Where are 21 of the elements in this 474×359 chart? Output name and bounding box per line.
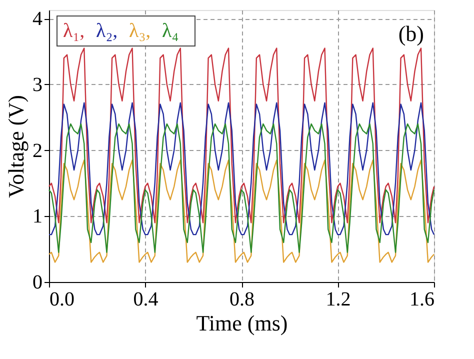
text: λ₃,	[129, 20, 151, 42]
line-series	[48, 102, 435, 236]
line-series	[48, 48, 435, 224]
y-tick-label: 0	[32, 272, 42, 294]
text: λ₂,	[96, 20, 118, 42]
y-tick-label: 1	[32, 206, 42, 228]
y-tick-label: 3	[32, 74, 42, 96]
y-tick-label: 4	[32, 8, 42, 30]
x-tick-label: 1.2	[326, 288, 351, 310]
line-series	[48, 160, 435, 263]
x-tick-label: 1.6	[410, 288, 434, 310]
line-series	[48, 123, 435, 253]
series-label: λ₁,	[63, 20, 85, 42]
y-axis-title: Voltage (V)	[4, 95, 28, 198]
x-axis-title: Time (ms)	[196, 310, 288, 336]
x-tick-label: 0.0	[50, 288, 74, 310]
x-tick-label: 0.4	[133, 288, 158, 310]
y-tick-label: 2	[32, 140, 42, 162]
text: λ₄	[162, 20, 179, 42]
annotation: (b)	[398, 21, 424, 46]
x-tick-label: 0.8	[230, 288, 254, 310]
